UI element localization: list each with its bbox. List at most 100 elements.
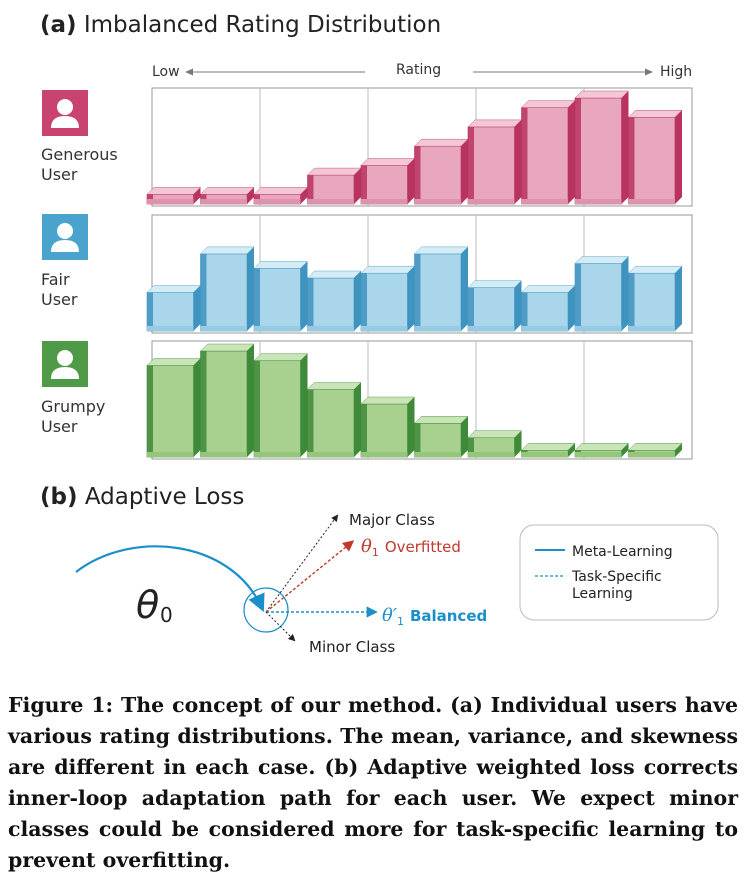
axis-high-label: High — [660, 64, 693, 80]
theta0-subscript: 0 — [160, 603, 173, 627]
bar-base — [575, 199, 622, 204]
bar-base — [361, 326, 408, 331]
theta0-label: θ — [136, 583, 159, 627]
bar-base — [521, 326, 568, 331]
meta-learning-path — [75, 545, 265, 612]
bar-edge — [307, 278, 314, 331]
bar-top — [253, 187, 308, 195]
bar-top — [200, 343, 255, 352]
bar-base — [254, 199, 301, 204]
bar-side — [461, 246, 468, 331]
bar-edge — [575, 98, 581, 204]
bar-edge — [521, 107, 528, 204]
bar-base — [200, 326, 247, 331]
rating-axis-arrows — [185, 68, 653, 76]
overfitted-arrow — [265, 540, 355, 613]
bar-top — [414, 416, 469, 424]
bar-front — [628, 272, 676, 332]
bar-front — [360, 272, 408, 332]
bar-top — [360, 265, 415, 274]
bar-top — [521, 100, 576, 108]
bar-top — [628, 443, 683, 451]
bar-edge — [628, 273, 635, 331]
bar-top — [414, 246, 469, 255]
bar-top — [521, 443, 576, 451]
bar-edge — [254, 268, 260, 331]
minor-class-arrow — [265, 611, 296, 642]
bar-edge — [575, 263, 581, 331]
bar-front — [146, 292, 194, 332]
bar-base — [414, 326, 461, 331]
bar-side — [193, 187, 201, 204]
bar-top — [467, 280, 522, 288]
bar-side — [461, 416, 468, 457]
generous-user-group — [42, 90, 88, 140]
bar-base — [147, 452, 194, 457]
bar-edge — [254, 360, 260, 457]
bar-front — [414, 253, 462, 332]
bar-side — [247, 246, 254, 331]
bar-edge — [361, 404, 367, 457]
legend-meta-label: Meta-Learning — [572, 544, 673, 560]
bar-front — [360, 403, 408, 458]
bar-front — [146, 365, 194, 458]
bar-side — [621, 91, 629, 204]
grumpy-user-group — [42, 341, 88, 391]
bar-side — [354, 271, 361, 331]
bar-top — [574, 256, 629, 264]
user-label-line1: Generous — [41, 145, 118, 164]
bar-base — [468, 326, 515, 331]
user-avatar-icon — [42, 90, 88, 136]
bar-side — [407, 397, 415, 457]
bar-top — [253, 353, 308, 361]
bar-base — [147, 199, 194, 204]
bar-base — [147, 326, 194, 331]
bar-side — [514, 430, 522, 457]
overfitted-label: θ1 Overfitted — [361, 536, 461, 559]
bar-base — [414, 199, 461, 204]
figure-caption: Figure 1: The concept of our method. (a)… — [8, 693, 738, 872]
user-label-line1: Grumpy — [41, 397, 106, 416]
user-label-line2: User — [41, 290, 78, 309]
section-a-tag: (a) — [40, 12, 77, 38]
bar-front — [360, 165, 408, 205]
bar-top — [307, 167, 362, 176]
axis-low-label: Low — [152, 64, 180, 80]
bar-edge — [414, 146, 421, 204]
theta0-neighborhood-circle — [243, 587, 289, 633]
legend-box — [519, 524, 719, 621]
bar-edge — [147, 292, 153, 331]
bar-edge — [307, 175, 314, 204]
bar-front — [521, 107, 569, 205]
bar-edge — [307, 389, 314, 457]
bar-side — [300, 187, 308, 204]
bar-base — [307, 199, 354, 204]
bar-front — [467, 287, 515, 332]
user-label-line2: User — [41, 417, 78, 436]
bar-front — [414, 422, 462, 458]
bar-side — [568, 443, 575, 457]
bar-edge — [628, 117, 635, 204]
bar-front — [414, 145, 462, 205]
bar-edge — [468, 437, 474, 457]
bar-edge — [200, 351, 207, 457]
bar-side — [193, 358, 201, 457]
bar-side — [675, 266, 682, 331]
bar-base — [521, 452, 568, 457]
bar-base — [307, 452, 354, 457]
bar-top — [200, 187, 255, 195]
bar-side — [675, 110, 682, 204]
bar-side — [354, 168, 361, 204]
bar-front — [253, 268, 301, 332]
bar-side — [193, 285, 201, 331]
bar-top — [574, 90, 629, 99]
bar-side — [514, 119, 522, 204]
bar-front — [253, 360, 301, 458]
bar-side — [407, 266, 415, 331]
bar-side — [621, 443, 629, 457]
bar-side — [407, 158, 415, 204]
bar-side — [675, 443, 682, 457]
balanced-label: θ′1 Balanced — [382, 605, 487, 628]
section-b-title: Adaptive Loss — [84, 484, 245, 510]
bar-top — [360, 158, 415, 166]
